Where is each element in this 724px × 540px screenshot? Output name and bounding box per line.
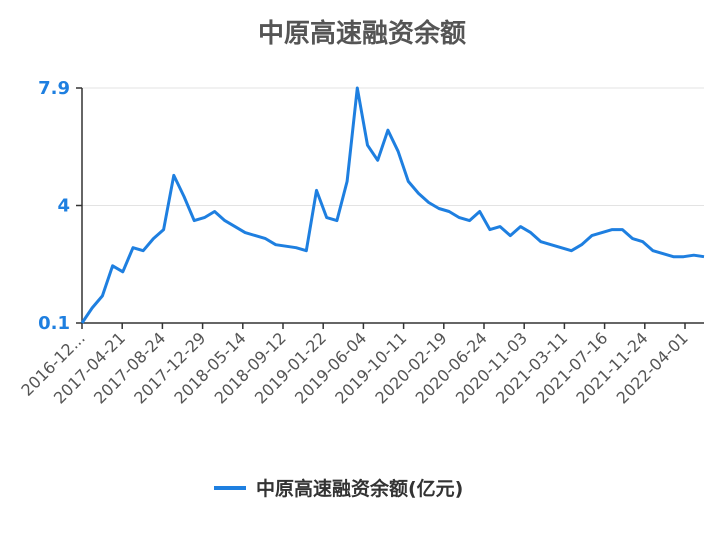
chart-title: 中原高速融资余额 xyxy=(258,18,466,49)
legend: 中原高速融资余额(亿元) xyxy=(214,477,463,500)
y-axis-ticks: 7.9 4 0.1 xyxy=(38,78,82,334)
series-line xyxy=(80,86,705,324)
series-group xyxy=(80,86,705,324)
y-tick-label: 7.9 xyxy=(38,78,70,99)
grid-lines xyxy=(82,87,704,324)
x-axis-ticks: 2016-12...2017-04-212017-08-242017-12-29… xyxy=(17,323,692,408)
legend-label: 中原高速融资余额(亿元) xyxy=(256,477,463,500)
y-tick-label: 4 xyxy=(57,196,70,217)
y-tick-label: 0.1 xyxy=(38,313,70,334)
